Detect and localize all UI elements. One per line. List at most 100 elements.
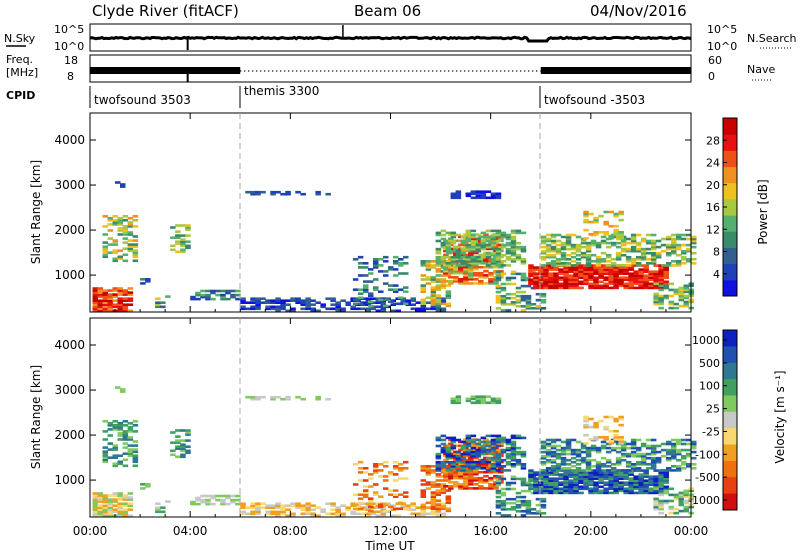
power-cell (440, 297, 447, 300)
power-cell (127, 249, 134, 252)
velocity-cell (691, 440, 697, 444)
velocity-cell (97, 498, 104, 501)
power-cell (543, 272, 549, 275)
nsky-line (89, 35, 692, 43)
velocity-cell (420, 514, 427, 518)
velocity-cell (275, 512, 281, 516)
power-cell (510, 282, 517, 286)
velocity-cell (681, 438, 687, 442)
velocity-cell (485, 448, 492, 452)
velocity-cell (625, 454, 632, 458)
velocity-cell (330, 504, 336, 507)
power-cell (575, 247, 582, 251)
velocity-cell (165, 500, 171, 503)
velocity-cell (613, 487, 619, 491)
power-cell (588, 276, 594, 279)
power-cell (590, 260, 597, 263)
power-cell (180, 244, 186, 248)
power-cell (275, 307, 281, 311)
power-cell (643, 286, 649, 290)
power-cell (388, 284, 394, 287)
power-cell (573, 270, 579, 273)
power-cell (305, 305, 311, 309)
velocity-cell (495, 512, 502, 515)
velocity-cell (671, 456, 677, 460)
power-cell (570, 251, 577, 255)
velocity-cell (500, 499, 507, 503)
velocity-cell (673, 497, 680, 501)
velocity-cell (455, 450, 462, 454)
power-cell (225, 289, 231, 293)
power-cell (630, 247, 637, 251)
power-cell (603, 272, 609, 275)
velocity-cell (107, 500, 114, 503)
velocity-cell (175, 445, 181, 448)
velocity-cell (448, 481, 454, 484)
velocity-cell (405, 504, 412, 507)
velocity-cell (595, 465, 602, 468)
power-cell (560, 262, 567, 265)
power-cell (112, 251, 119, 254)
power-cell (455, 249, 462, 253)
velocity-cell (102, 420, 109, 423)
power-cell (265, 299, 271, 302)
power-cell (540, 301, 547, 304)
power-cell (505, 241, 512, 245)
power-cell (620, 249, 627, 253)
velocity-cell (465, 397, 472, 401)
velocity-cell (425, 483, 432, 486)
velocity-cell (573, 475, 579, 478)
velocity-cell (633, 475, 639, 478)
velocity-cell (691, 446, 697, 450)
velocity-cell (440, 504, 447, 507)
power-cell (450, 235, 457, 239)
velocity-cell (455, 401, 462, 405)
power-cell (545, 262, 552, 265)
velocity-cell (132, 424, 139, 427)
power-cell (365, 297, 372, 300)
power-cell (458, 278, 464, 281)
velocity-cell (420, 512, 427, 516)
power-cell (573, 278, 579, 282)
velocity-cell (671, 469, 677, 472)
velocity-cell (578, 491, 584, 495)
velocity-cell (117, 492, 124, 495)
velocity-cell (270, 397, 276, 401)
velocity-cell (373, 467, 379, 470)
velocity-cell (593, 489, 599, 493)
power-cell (525, 307, 532, 310)
velocity-cell (533, 485, 539, 489)
velocity-cell (613, 438, 619, 441)
power-cell (398, 264, 404, 267)
power-cell (495, 296, 502, 300)
power-cell (330, 307, 336, 311)
velocity-cell (430, 499, 437, 502)
power-cell (140, 278, 146, 281)
power-cell (443, 280, 449, 283)
power-cell (495, 260, 502, 263)
power-cell (440, 241, 447, 245)
power-cell (415, 307, 422, 311)
velocity-cell (678, 495, 685, 499)
velocity-cell (155, 510, 161, 514)
power-cell (470, 241, 477, 245)
power-cell (430, 296, 437, 300)
power-cell (613, 212, 619, 216)
velocity-cell (495, 463, 502, 466)
power-cell (373, 288, 379, 291)
velocity-cell (580, 460, 587, 464)
velocity-cell (600, 446, 607, 450)
power-cell (568, 278, 574, 282)
power-cell (603, 222, 609, 226)
velocity-cell (265, 506, 271, 509)
velocity-cell (127, 426, 134, 429)
velocity-cell (618, 487, 624, 491)
power-cell (460, 239, 467, 243)
power-cell (520, 278, 527, 282)
power-cell (97, 305, 104, 309)
power-cell (380, 307, 387, 311)
power-cell (480, 194, 487, 198)
power-cell (655, 239, 662, 243)
velocity-cell (660, 469, 667, 472)
